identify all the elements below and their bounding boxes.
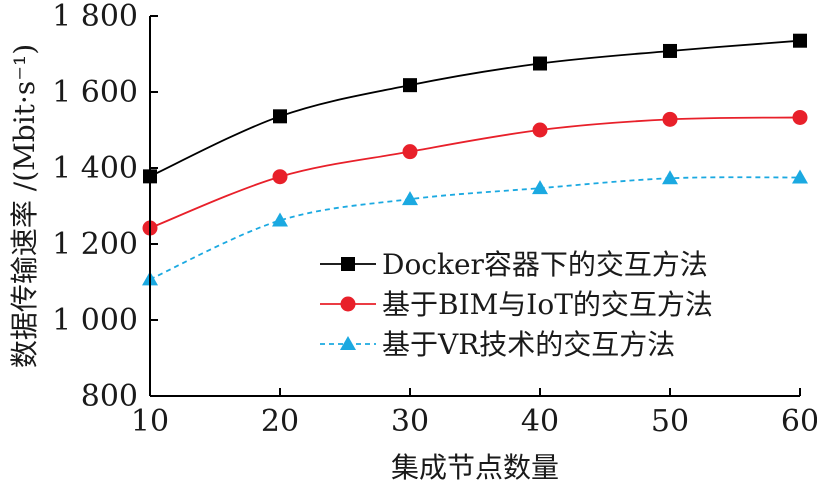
data-point-series-2 — [402, 144, 418, 160]
legend-marker — [340, 336, 356, 350]
data-point-series-1 — [663, 43, 677, 58]
x-tick-label: 40 — [521, 404, 559, 439]
y-tick-label: 1 000 — [52, 303, 138, 338]
data-point-series-1 — [403, 78, 417, 93]
legend-label: 基于BIM与IoT的交互方法 — [382, 288, 713, 321]
series-line-2 — [149, 116, 801, 229]
y-tick-label: 1 600 — [52, 75, 138, 110]
series-line-3 — [149, 176, 801, 281]
y-tick-label: 1 200 — [52, 227, 138, 262]
legend-label: 基于VR技术的交互方法 — [382, 328, 675, 361]
data-point-series-3 — [272, 212, 288, 227]
data-point-series-3 — [662, 170, 678, 185]
legend-label: Docker容器下的交互方法 — [382, 248, 708, 281]
legend-marker — [341, 257, 355, 271]
x-ticks: 10 20 30 40 50 60 — [131, 388, 817, 439]
y-tick-label: 1 400 — [52, 151, 138, 186]
legend-marker — [340, 296, 356, 312]
y-axis-title: 数据传输速率 /(Mbit·s⁻¹) — [8, 44, 41, 368]
y-tick-label: 800 — [81, 379, 138, 414]
x-tick-label: 10 — [131, 404, 169, 439]
x-tick-label: 60 — [781, 404, 817, 439]
y-tick-label: 1 800 — [52, 0, 138, 34]
data-point-series-2 — [272, 169, 288, 185]
x-tick-label: 50 — [651, 404, 689, 439]
series-line-1 — [149, 39, 801, 178]
x-tick-label: 20 — [261, 404, 299, 439]
data-point-series-2 — [792, 109, 808, 125]
data-point-series-2 — [532, 122, 548, 138]
data-point-series-3 — [532, 180, 548, 195]
data-point-series-3 — [792, 169, 808, 184]
x-tick-label: 30 — [391, 404, 429, 439]
y-ticks: 800 1 000 1 200 1 400 1 600 1 800 — [52, 0, 158, 414]
data-point-series-2 — [662, 111, 678, 127]
data-point-series-1 — [793, 33, 807, 48]
axes — [149, 16, 800, 397]
x-axis-title: 集成节点数量 — [391, 451, 559, 484]
data-point-series-3 — [402, 191, 418, 206]
data-point-series-1 — [273, 109, 287, 124]
data-point-series-1 — [533, 56, 547, 71]
